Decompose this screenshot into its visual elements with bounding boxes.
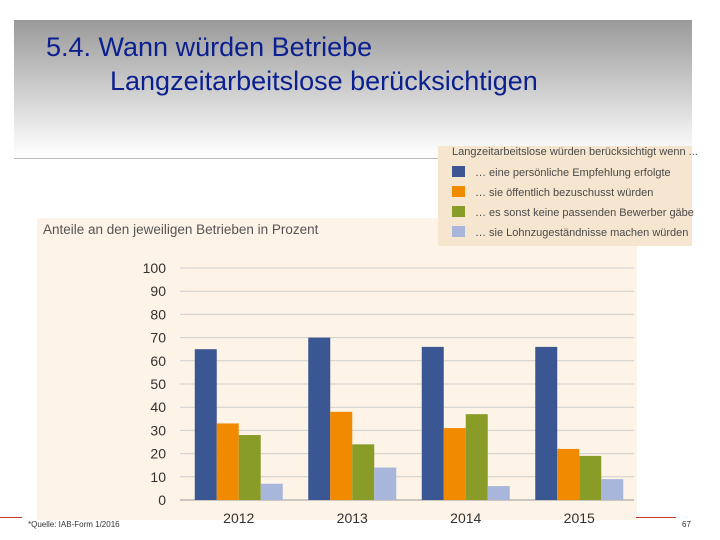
bar (352, 444, 375, 500)
bar (238, 435, 261, 500)
x-tick-label: 2013 (337, 510, 368, 526)
bar (260, 483, 283, 500)
bar (308, 337, 331, 500)
legend-label: … es sonst keine passenden Bewerber gäbe (475, 207, 694, 219)
y-tick-label: 40 (150, 399, 166, 415)
x-tick-label: 2014 (450, 510, 481, 526)
y-tick-label: 100 (143, 260, 167, 276)
y-tick-label: 50 (150, 376, 166, 392)
legend-label: … sie Lohnzugeständnisse machen würden (475, 227, 689, 239)
legend-swatch (452, 166, 465, 177)
legend-swatch (452, 226, 465, 237)
bar (443, 428, 466, 500)
legend-title: Langzeitarbeitslose würden berücksichtig… (452, 146, 698, 158)
source-note: *Quelle: IAB-Form 1/2016 (28, 520, 120, 529)
chart-title: Anteile an den jeweiligen Betrieben in P… (43, 222, 319, 237)
x-tick-label: 2012 (223, 510, 254, 526)
bar (374, 467, 397, 500)
bar (557, 448, 580, 500)
page-number: 67 (682, 520, 691, 529)
legend-swatch (452, 186, 465, 197)
bar (465, 414, 488, 500)
legend-swatch (452, 206, 465, 217)
x-tick-label: 2015 (564, 510, 595, 526)
legend-label: … sie öffentlich bezuschusst würden (475, 187, 654, 199)
chart-legend: Langzeitarbeitslose würden berücksichtig… (438, 146, 698, 246)
title-line-2: Langzeitarbeitslose berücksichtigen (110, 66, 538, 96)
title-band (14, 20, 692, 158)
y-tick-label: 0 (158, 492, 166, 508)
y-tick-label: 60 (150, 353, 166, 369)
title-divider (14, 158, 692, 159)
legend-label: … eine persönliche Empfehlung erfolgte (475, 167, 671, 179)
y-tick-label: 30 (150, 422, 166, 438)
bar (601, 479, 624, 500)
y-tick-label: 90 (150, 283, 166, 299)
y-tick-label: 80 (150, 306, 166, 322)
legend-item: … eine persönliche Empfehlung erfolgte (452, 166, 671, 182)
y-tick-label: 10 (150, 469, 166, 485)
y-tick-label: 20 (150, 446, 166, 462)
legend-item: … sie Lohnzugeständnisse machen würden (452, 226, 688, 242)
bar (421, 346, 444, 500)
footer-rule-left (0, 517, 22, 518)
bar (330, 411, 353, 500)
title-line-1: 5.4. Wann würden Betriebe (46, 32, 373, 62)
legend-item: … es sonst keine passenden Bewerber gäbe (452, 206, 694, 222)
bar (194, 349, 217, 500)
bar (487, 486, 510, 500)
bar (579, 455, 602, 500)
footer-rule-right (636, 517, 676, 518)
slide-title: 5.4. Wann würden Betriebe Langzeitarbeit… (46, 30, 538, 98)
legend-item: … sie öffentlich bezuschusst würden (452, 186, 653, 202)
bar (216, 423, 239, 500)
y-tick-label: 70 (150, 330, 166, 346)
bar (535, 346, 558, 500)
